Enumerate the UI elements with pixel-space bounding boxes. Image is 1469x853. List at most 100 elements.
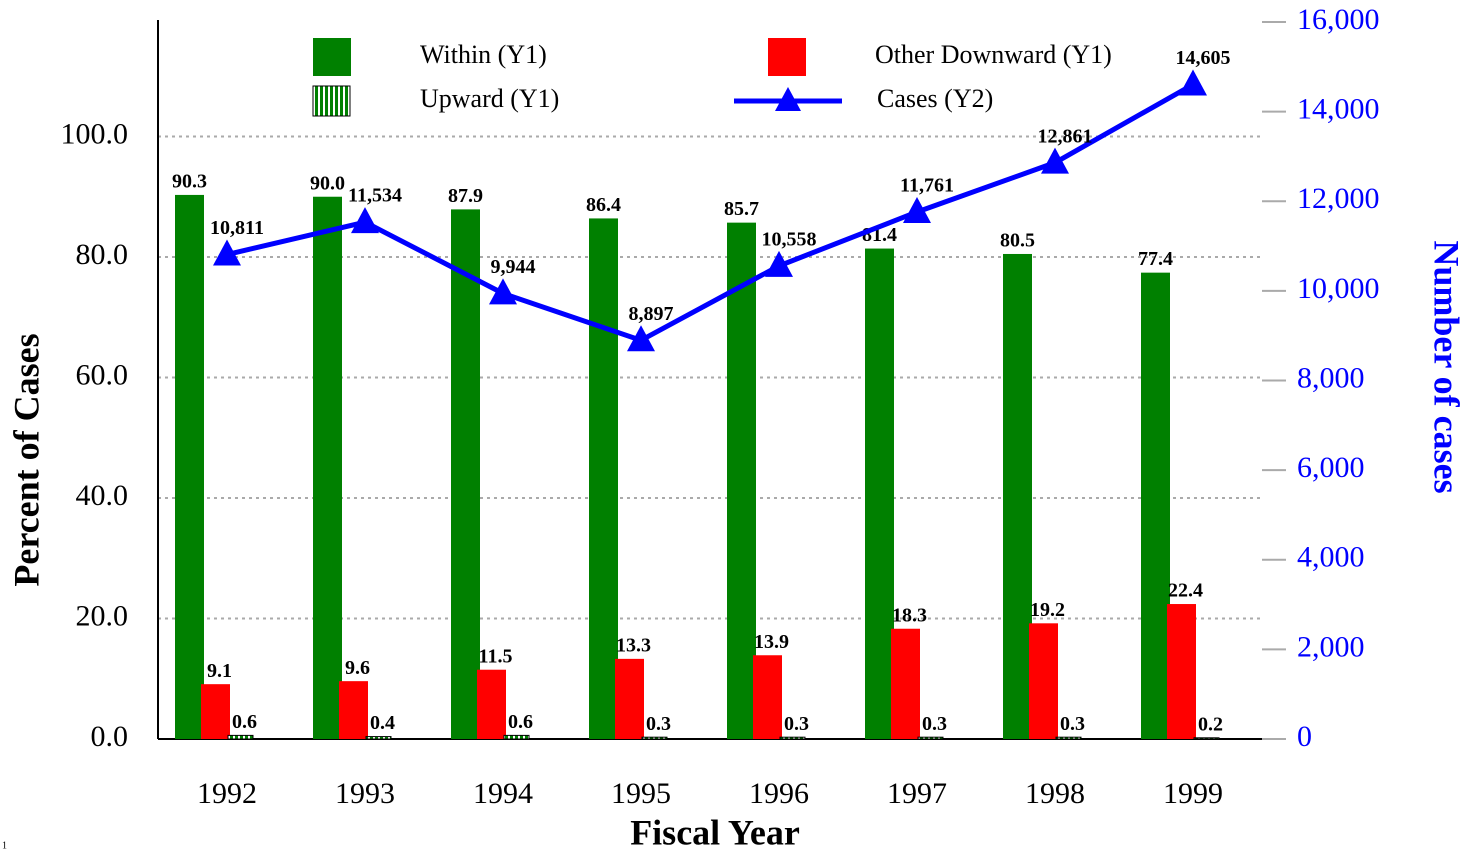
- data-label: 77.4: [1138, 248, 1173, 270]
- data-label: 9.6: [345, 657, 370, 679]
- legend-label: Within (Y1): [420, 40, 547, 69]
- y-tick-label: 40.0: [76, 479, 129, 512]
- data-label: 0.6: [508, 711, 533, 733]
- y-axis-title: Percent of Cases: [6, 333, 46, 586]
- legend-label: Upward (Y1): [420, 84, 559, 113]
- bar: [589, 218, 618, 739]
- bar: [1029, 623, 1058, 739]
- footnote: 1: [2, 840, 7, 851]
- bar: [175, 194, 204, 739]
- line: [226, 82, 1195, 344]
- bar: [365, 736, 392, 740]
- data-label: 11,534: [348, 185, 402, 207]
- y-tick-label: 0.0: [91, 720, 129, 753]
- legend-swatch: [768, 38, 806, 76]
- line-marker: [627, 325, 655, 352]
- line-marker: [903, 196, 931, 223]
- y-tick-label: 80.0: [76, 238, 129, 271]
- y2-tick-label: 12,000: [1297, 182, 1380, 215]
- data-label: 0.3: [922, 713, 947, 735]
- y2-tick-label: 0: [1297, 720, 1312, 753]
- data-label: 18.3: [892, 604, 927, 626]
- line-marker: [1041, 147, 1069, 174]
- bar: [615, 658, 644, 739]
- y2-tick-label: 6,000: [1297, 451, 1365, 484]
- bar: [201, 684, 230, 739]
- data-label: 90.3: [172, 171, 207, 193]
- bar: [451, 209, 480, 739]
- bar: [227, 734, 254, 740]
- y2-tick-label: 2,000: [1297, 630, 1365, 663]
- data-label: 9,944: [491, 256, 536, 278]
- data-label: 80.5: [1000, 230, 1035, 252]
- y2-tick-label: 4,000: [1297, 541, 1365, 574]
- bar: [1003, 253, 1032, 739]
- bar: [865, 248, 894, 739]
- x-tick-label: 1999: [1163, 777, 1223, 810]
- x-tick-label: 1992: [197, 777, 257, 810]
- data-label: 0.3: [1060, 713, 1085, 735]
- data-label: 85.7: [724, 198, 759, 220]
- legend-label: Cases (Y2): [877, 84, 993, 113]
- data-label: 12,861: [1038, 125, 1093, 147]
- bar: [477, 669, 506, 739]
- bar: [727, 222, 756, 739]
- data-label: 11,761: [900, 175, 954, 197]
- data-label: 9.1: [207, 660, 232, 682]
- data-label: 0.4: [370, 712, 395, 734]
- line-marker: [213, 239, 241, 266]
- y-tick-label: 20.0: [76, 599, 129, 632]
- data-label: 19.2: [1030, 599, 1065, 621]
- y2-axis-title: Number of cases: [1427, 240, 1467, 493]
- bar: [641, 736, 668, 740]
- bar: [313, 196, 342, 740]
- bar: [753, 655, 782, 739]
- bar: [779, 736, 806, 740]
- bar: [1167, 604, 1196, 739]
- data-label: 90.0: [310, 172, 345, 194]
- bar: [891, 628, 920, 739]
- x-tick-label: 1997: [887, 777, 947, 810]
- line-marker: [489, 278, 517, 305]
- legend-label: Other Downward (Y1): [875, 40, 1112, 69]
- x-tick-label: 1998: [1025, 777, 1085, 810]
- line-marker: [765, 250, 793, 277]
- data-label: 22.4: [1168, 580, 1203, 602]
- data-label: 13.9: [754, 631, 789, 653]
- bar: [339, 681, 368, 739]
- data-label: 11.5: [479, 645, 513, 667]
- data-label: 0.3: [784, 713, 809, 735]
- y2-tick-label: 8,000: [1297, 361, 1365, 394]
- data-label: 10,558: [762, 228, 817, 250]
- data-label: 0.2: [1198, 713, 1223, 735]
- y-tick-label: 100.0: [61, 117, 129, 150]
- bar: [1055, 736, 1082, 740]
- x-tick-label: 1993: [335, 777, 395, 810]
- data-label: 13.3: [616, 634, 651, 656]
- data-label: 86.4: [586, 194, 621, 216]
- data-label: 10,811: [210, 217, 264, 239]
- data-label: 0.3: [646, 713, 671, 735]
- y2-tick-label: 16,000: [1297, 3, 1380, 36]
- data-label: 8,897: [629, 303, 674, 325]
- x-tick-label: 1996: [749, 777, 809, 810]
- data-label: 14,605: [1176, 47, 1231, 69]
- data-label: 0.6: [232, 711, 257, 733]
- legend-swatch: [313, 38, 351, 76]
- legend-marker: [775, 87, 801, 111]
- x-tick-label: 1994: [473, 777, 533, 810]
- legend-swatch: [312, 85, 351, 117]
- line-marker: [351, 207, 379, 234]
- x-axis-title: Fiscal Year: [630, 812, 800, 852]
- x-tick-label: 1995: [611, 777, 671, 810]
- bar: [503, 734, 530, 740]
- y2-tick-label: 10,000: [1297, 272, 1380, 305]
- bar: [1193, 737, 1220, 740]
- bar: [1141, 272, 1170, 739]
- line-marker: [1179, 69, 1207, 96]
- bar: [917, 736, 944, 740]
- data-label: 87.9: [448, 185, 483, 207]
- y-tick-label: 60.0: [76, 358, 129, 391]
- y2-tick-label: 14,000: [1297, 93, 1380, 126]
